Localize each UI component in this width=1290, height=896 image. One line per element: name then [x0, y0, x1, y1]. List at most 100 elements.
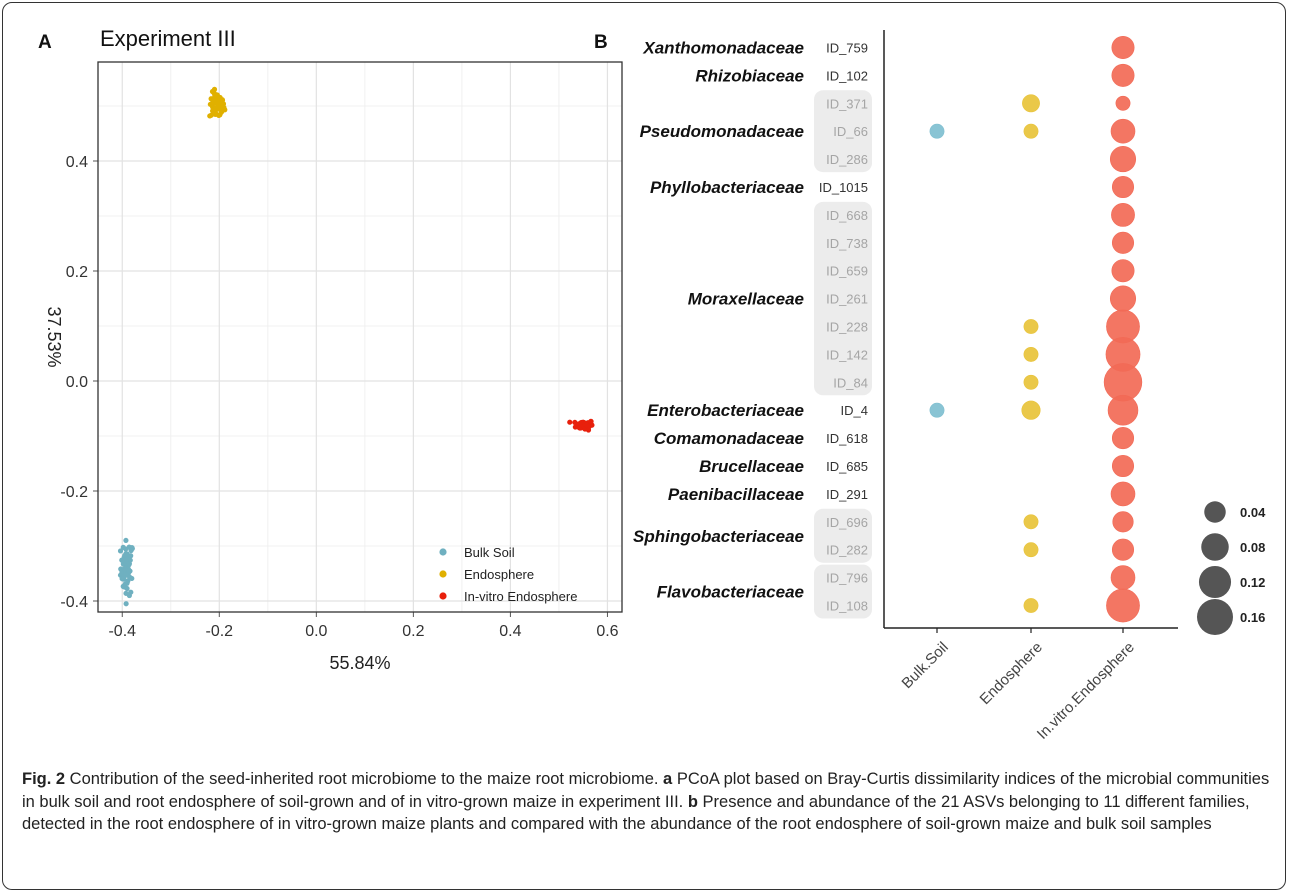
data-point [214, 94, 220, 100]
panel-b-letter: B [594, 32, 608, 53]
caption-label: Fig. 2 [22, 770, 66, 788]
data-point [120, 544, 126, 550]
data-point [127, 574, 133, 580]
data-point [129, 544, 135, 551]
bubble [1110, 481, 1136, 507]
x-tick-label: -0.4 [108, 623, 136, 640]
size-legend-circle [1201, 533, 1229, 561]
x-category-label: In.vitro.Endosphere [1034, 639, 1138, 743]
y-tick-label: 0.2 [66, 264, 88, 281]
y-axis-label: 37.53% [44, 306, 64, 367]
caption-a-text: PCoA plot based on Bray-Curtis dissimila… [22, 770, 1270, 811]
x-tick-label: -0.2 [206, 623, 234, 640]
data-point [211, 105, 217, 112]
data-point [574, 421, 580, 427]
data-point [121, 573, 128, 579]
family-group-box [814, 201, 872, 396]
asv-label: ID_4 [841, 403, 868, 418]
data-point [123, 537, 129, 544]
legend-marker [439, 592, 447, 600]
bubble [1023, 123, 1039, 139]
y-tick-label: 0.0 [66, 374, 88, 391]
legend-label: In-vitro Endosphere [464, 589, 577, 604]
data-point [126, 561, 132, 567]
bubble [929, 402, 945, 418]
size-legend-circle [1198, 565, 1232, 599]
bubble [1111, 231, 1135, 254]
x-category-label: Endosphere [977, 639, 1046, 708]
bubble [1109, 285, 1137, 312]
figure-caption: Fig. 2 Contribution of the seed-inherite… [22, 768, 1272, 836]
bubble [1110, 565, 1136, 590]
data-point [207, 101, 213, 107]
data-point [589, 422, 595, 428]
bubble [1107, 394, 1139, 426]
asv-label: ID_108 [826, 599, 868, 614]
family-label: Sphingobacteriaceae [633, 527, 804, 546]
data-point [583, 422, 590, 428]
size-legend: 0.04 0.08 0.12 0.16 [1197, 501, 1266, 635]
bubble [1111, 259, 1135, 283]
asv-label: ID_286 [826, 152, 868, 167]
family-group-box [814, 564, 872, 619]
x-tick-label: 0.2 [402, 623, 424, 640]
bubble [1022, 94, 1040, 113]
caption-a-letter: a [663, 770, 673, 788]
data-point [123, 601, 129, 607]
data-point [585, 427, 592, 433]
caption-b-letter: b [687, 792, 698, 811]
asv-label: ID_796 [826, 571, 868, 586]
x-tick-label: 0.4 [499, 623, 521, 640]
asv-label: ID_668 [826, 208, 868, 223]
bubble [1111, 36, 1135, 59]
size-legend-label: 0.08 [1240, 540, 1265, 555]
size-legend-circle [1204, 501, 1226, 523]
gridlines [98, 62, 622, 612]
data-point [126, 592, 132, 599]
bubble [929, 123, 945, 139]
family-group-box [814, 90, 872, 173]
asv-label: ID_759 [826, 41, 868, 56]
asv-label: ID_659 [826, 264, 868, 279]
family-label: Brucellaceae [699, 457, 804, 476]
plot-border [97, 61, 623, 613]
asv-label: ID_738 [826, 236, 868, 251]
chart-title: Experiment III [100, 26, 236, 51]
y-tick-label: -0.2 [60, 484, 88, 501]
asv-label: ID_1015 [819, 180, 868, 195]
caption-b-text: Presence and abundance of the 21 ASVs be… [22, 792, 1250, 834]
bubble [1109, 146, 1137, 173]
bubble [1111, 454, 1135, 478]
bubble [1023, 346, 1039, 362]
bubble [1023, 598, 1039, 613]
asv-label: ID_142 [826, 347, 868, 362]
data-point [208, 96, 214, 102]
panel-a-letter: A [38, 32, 52, 53]
series-in-vitro-endosphere [567, 418, 595, 433]
legend-marker [439, 548, 447, 556]
size-legend-label: 0.16 [1240, 610, 1265, 625]
x-tick-label: 0.0 [305, 623, 327, 640]
data-point [209, 88, 216, 95]
caption-intro: Contribution of the seed-inherited root … [65, 770, 664, 788]
bubble [1115, 95, 1131, 111]
legend-label: Endosphere [464, 567, 534, 582]
asv-label: ID_66 [833, 124, 868, 139]
family-label: Rhizobiaceae [695, 66, 804, 85]
data-point [567, 419, 573, 425]
panel-b: B Xanthomonadaceae Rhizobiaceae Pseudomonad… [594, 30, 1266, 743]
series-bulk-soil [117, 537, 135, 607]
bubble [1112, 511, 1134, 533]
x-axis-label: 55.84% [329, 653, 390, 673]
bubble [1021, 400, 1041, 420]
family-label: Phyllobacteriaceae [650, 178, 804, 197]
bubble [1023, 374, 1039, 390]
family-group-box [814, 508, 872, 563]
data-point [219, 97, 225, 103]
asv-label: ID_618 [826, 431, 868, 446]
figure-canvas: A Experiment III -0.4 -0.2 0.0 0.2 0.4 0.6 -0.4 -… [38, 26, 1266, 743]
family-label: Xanthomonadaceae [642, 39, 804, 58]
asv-label: ID_371 [826, 96, 868, 111]
size-legend-circle [1197, 599, 1233, 635]
family-label: Pseudomonadaceae [640, 122, 804, 141]
